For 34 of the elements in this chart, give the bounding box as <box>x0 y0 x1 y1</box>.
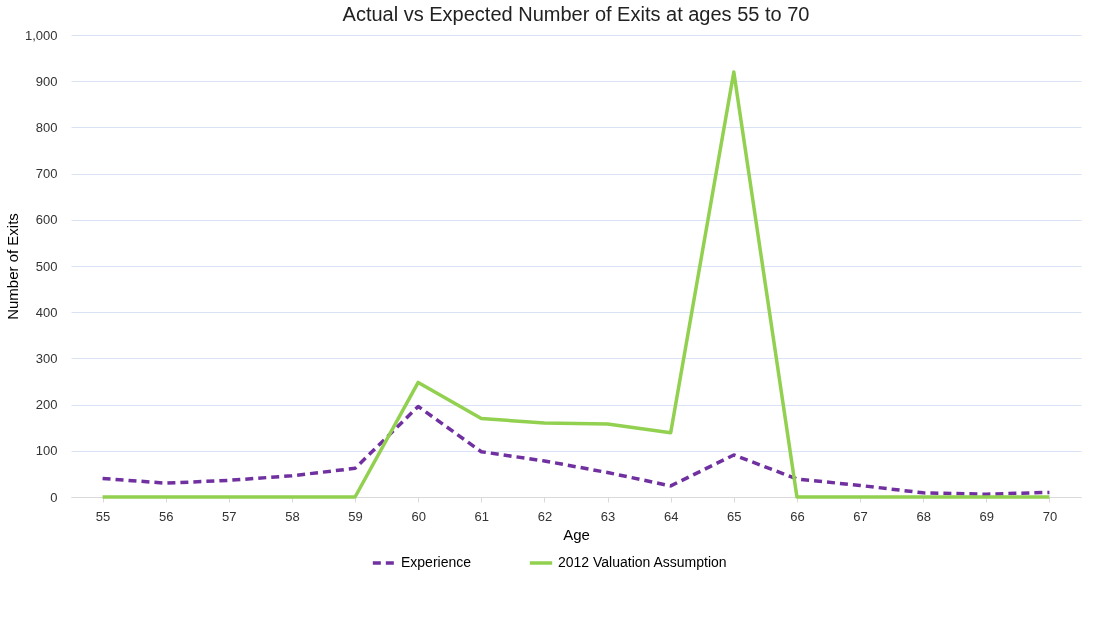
x-tick-label: 60 <box>411 508 426 524</box>
x-tick-label: 65 <box>727 508 742 524</box>
x-tick-label: 61 <box>474 508 490 524</box>
y-tick-label: 200 <box>35 397 58 413</box>
y-axis-title: Number of Exits <box>3 213 21 320</box>
x-tick-label: 57 <box>222 508 237 524</box>
x-tick-label: 58 <box>285 508 300 524</box>
x-tick-label: 63 <box>600 508 616 524</box>
legend-label: Experience <box>401 554 472 570</box>
x-tick-label: 62 <box>537 508 553 524</box>
x-tick-label: 68 <box>916 508 931 524</box>
y-tick-label: 100 <box>35 443 58 459</box>
line-series <box>100 70 1052 499</box>
x-tick-label: 67 <box>853 508 868 524</box>
chart-title: Actual vs Expected Number of Exits at ages 55 to 70 <box>342 3 810 25</box>
y-tick-label: 300 <box>35 350 58 366</box>
legend-label: 2012 Valuation Assumption <box>558 554 727 570</box>
y-tick-label: 400 <box>35 304 58 320</box>
y-tick-label: 0 <box>50 489 58 505</box>
x-axis-title: Age <box>563 525 590 543</box>
y-tick-label: 700 <box>35 166 58 182</box>
x-tick-label: 56 <box>158 508 174 524</box>
y-tick-label: 1,000 <box>24 27 58 43</box>
y-tick-label: 500 <box>35 258 58 274</box>
x-tick-label: 64 <box>663 508 679 524</box>
x-tick-label: 70 <box>1042 508 1058 524</box>
y-tick-label: 900 <box>35 73 58 89</box>
x-tick-label: 59 <box>348 508 363 524</box>
x-tick-label: 66 <box>790 508 805 524</box>
y-tick-label: 600 <box>35 212 58 228</box>
line-series <box>100 404 1052 496</box>
x-tick-label: 55 <box>95 508 111 524</box>
y-tick-label: 800 <box>35 119 58 135</box>
x-tick-label: 69 <box>979 508 995 524</box>
